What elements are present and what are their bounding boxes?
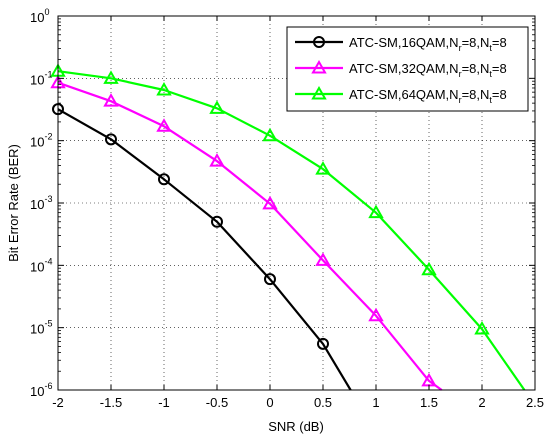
- y-tick-label: 10-1: [30, 69, 52, 87]
- data-point-marker: [368, 307, 384, 322]
- data-point-marker: [317, 337, 329, 350]
- series-line: [57, 70, 526, 391]
- x-tick-label: -1: [158, 395, 170, 410]
- y-tick-label: 10-5: [30, 319, 52, 337]
- x-tick-label: 2: [478, 395, 485, 410]
- data-point-marker: [105, 133, 117, 146]
- x-axis-ticks: -2 -1.5 -1 -0.5 0 0.5 1 1.5 2 2.5: [52, 16, 544, 410]
- data-point-marker: [315, 252, 331, 266]
- y-tick-label: 10-2: [30, 132, 52, 150]
- x-tick-label: 0.5: [314, 395, 332, 410]
- x-tick-label: -1.5: [100, 395, 122, 410]
- data-point-marker: [209, 153, 225, 167]
- series-line: [57, 108, 352, 391]
- legend-entry-3: ATC-SM,64QAM,Nr=8,Nt=8: [295, 85, 507, 105]
- x-axis-label: SNR (dB): [268, 419, 324, 434]
- x-tick-label: -0.5: [206, 395, 228, 410]
- y-tick-label: 10-6: [30, 381, 52, 399]
- data-point-marker: [211, 215, 223, 228]
- data-point-marker: [156, 81, 172, 96]
- data-point-marker: [421, 261, 437, 276]
- series-line: [57, 81, 443, 391]
- legend: ATC-SM,16QAM,Nr=8,Nt=8 ATC-SM,32QAM,Nr=8,…: [286, 26, 529, 112]
- legend-swatch-marker: [311, 59, 327, 74]
- legend-label: ATC-SM,64QAM,Nr=8,Nt=8: [349, 87, 507, 105]
- x-tick-label: 1.5: [420, 395, 438, 410]
- legend-entry-1: ATC-SM,16QAM,Nr=8,Nt=8: [295, 35, 507, 53]
- series-3: [50, 63, 526, 391]
- data-point-marker: [368, 204, 384, 219]
- x-tick-label: 1: [372, 395, 379, 410]
- data-point-marker: [209, 100, 225, 114]
- y-tick-label: 10-3: [30, 194, 52, 212]
- legend-swatch-marker: [313, 36, 325, 48]
- x-tick-label: 2.5: [526, 395, 544, 410]
- data-point-marker: [315, 161, 331, 175]
- data-point-marker: [103, 70, 119, 84]
- data-point-marker: [103, 93, 119, 107]
- x-tick-label: 0: [266, 395, 273, 410]
- y-tick-label: 100: [30, 7, 49, 25]
- legend-entry-2: ATC-SM,32QAM,Nr=8,Nt=8: [295, 59, 507, 79]
- data-point-marker: [262, 127, 278, 142]
- legend-label: ATC-SM,32QAM,Nr=8,Nt=8: [349, 61, 507, 79]
- data-point-marker: [474, 321, 490, 335]
- data-point-marker: [262, 195, 278, 210]
- legend-swatch-marker: [311, 85, 327, 100]
- y-tick-label: 10-4: [30, 256, 52, 274]
- series-layer: [50, 63, 526, 391]
- x-tick-label: -2: [52, 395, 64, 410]
- y-axis-label: Bit Error Rate (BER): [6, 144, 21, 262]
- data-point-marker: [264, 273, 276, 286]
- data-point-marker: [156, 118, 172, 132]
- data-point-marker: [158, 173, 170, 186]
- legend-label: ATC-SM,16QAM,Nr=8,Nt=8: [349, 35, 507, 53]
